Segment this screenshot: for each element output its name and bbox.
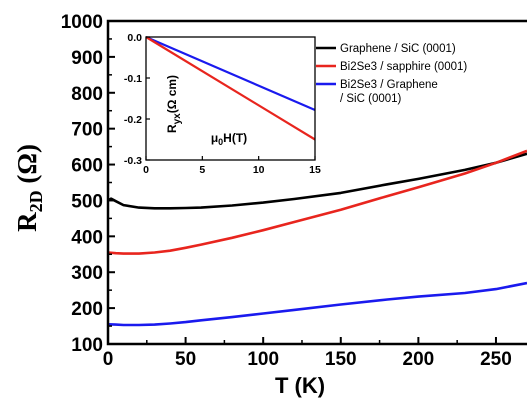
inset-x-title-sub: 0	[218, 137, 223, 147]
inset-x-tick-label: 5	[199, 164, 205, 176]
x-tick-label: 50	[175, 349, 196, 370]
y-tick-label: 900	[71, 48, 103, 69]
inset-x-axis-ticks: 0 5 10 15	[143, 156, 321, 176]
inset-y-axis-title: Ryx(Ω cm)	[165, 75, 183, 133]
y-tick-label: 100	[71, 335, 103, 356]
x-tick-label: 0	[103, 349, 114, 370]
inset-x-axis-title: μ0H(T)	[211, 131, 247, 147]
main-plot: 0 50 100 150 200 250 100200300400500600700800…	[12, 12, 527, 398]
inset-plot: 0 5 10 15 0.0-0.1-0.2-0.3 μ0H(T) Ryx(Ω cm)	[124, 32, 321, 176]
x-axis-title: T (K)	[275, 373, 325, 398]
y-tick-label: 700	[71, 120, 103, 141]
y-tick-label: 200	[71, 299, 103, 320]
inset-x-tick-label: 0	[143, 164, 149, 176]
inset-y-title-sub: yx	[172, 113, 183, 125]
inset-x-tick-label: 10	[253, 164, 265, 176]
legend-label-graphene-sic-0001: Graphene / SiC (0001)	[340, 43, 456, 55]
inset-y-title-main: R	[165, 124, 179, 133]
legend-label-bi2se3-sapphire-0001: Bi2Se3 / sapphire (0001)	[340, 61, 467, 73]
y-axis-ticks: 100 200 300 400 500 600 700 800 900 1000	[61, 12, 115, 356]
series-line-graphene-sic-0001	[107, 152, 527, 210]
inset-y-tick-label: 0.0	[127, 32, 142, 44]
x-tick-label: 250	[480, 349, 512, 370]
inset-curves	[145, 35, 316, 141]
inset-y-tick-label: -0.2	[124, 114, 142, 126]
inset-y-tick-label: -0.1	[124, 73, 142, 85]
y-axis-title: R2D (Ω)	[12, 144, 46, 232]
series-line-bi2se3-sapphire-0001	[107, 149, 527, 255]
inset-x-title-main: μ	[211, 131, 218, 145]
y-tick-label: 1000	[61, 12, 103, 33]
y-axis-title-sub: 2D	[26, 190, 46, 212]
y-tick-label: 800	[71, 84, 103, 105]
inset-y-tick-label: -0.3	[124, 155, 142, 167]
x-tick-label: 150	[325, 349, 357, 370]
inset-plot-frame	[145, 36, 316, 161]
main-curves	[107, 149, 527, 327]
x-tick-label: 200	[403, 349, 435, 370]
legend: Graphene / SiC (0001) Bi2Se3 / sapphire (…	[316, 43, 467, 105]
x-tick-label: 100	[247, 349, 279, 370]
y-tick-label: 400	[71, 227, 103, 248]
inset-series-line-2	[145, 36, 316, 141]
y-tick-label: 600	[71, 156, 103, 177]
y-axis-title-unit: (Ω)	[12, 144, 42, 190]
x-axis-ticks: 0 50 100 150 200 250	[103, 337, 512, 370]
inset-x-title-rest: H(T)	[223, 131, 247, 145]
inset-y-title-rest: (Ω cm)	[165, 75, 179, 113]
legend-label-bi2se3-graphene-sic-0001: Bi2Se3 / Graphene / SiC (0001)	[340, 79, 438, 105]
inset-series-line-1	[145, 35, 316, 112]
series-line-bi2se3-graphene-sic-0001	[107, 281, 527, 327]
inset-y-axis-ticks: 0.0 -0.1 -0.2 -0.3	[124, 32, 150, 167]
inset-x-tick-label: 15	[309, 164, 321, 176]
y-axis-title-main: R	[12, 212, 42, 232]
y-tick-label: 300	[71, 263, 103, 284]
y-tick-label: 500	[71, 191, 103, 212]
